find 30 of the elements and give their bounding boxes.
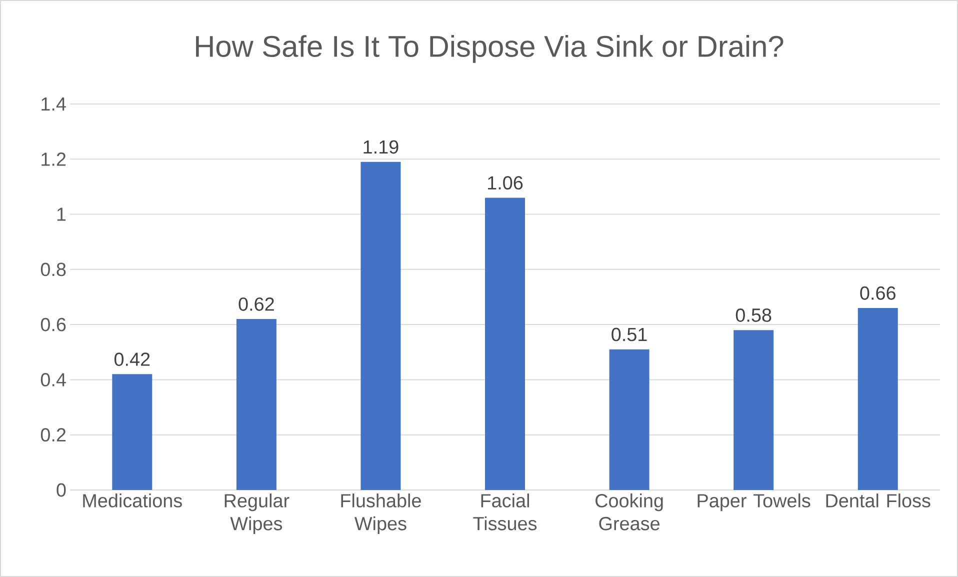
x-tick-label: Flushable Wipes [341, 494, 421, 534]
y-tick-label: 0.6 [40, 318, 66, 332]
x-tick-label: Paper Towels [698, 494, 810, 512]
bar [609, 349, 650, 490]
y-tick-label: 0.4 [40, 372, 66, 386]
y-tick-label: 1 [57, 208, 66, 221]
data-label: 0.62 [238, 297, 274, 311]
y-tick-label: 0 [56, 483, 66, 497]
data-label: 0.51 [612, 328, 647, 342]
data-label: 0.58 [736, 308, 772, 322]
y-tick-label: 1.2 [42, 152, 66, 166]
x-tick-label: Medications [83, 494, 182, 508]
x-tick-label: Cooking Grease [596, 494, 663, 530]
data-label: 0.42 [114, 352, 150, 366]
bar [858, 308, 898, 490]
bar [360, 162, 401, 490]
bar [734, 330, 774, 490]
data-label: 1.19 [364, 140, 398, 154]
x-tick-label: Dental Floss [826, 494, 930, 508]
bar [485, 198, 526, 490]
chart-title: How Safe Is It To Dispose Via Sink or Drain? [196, 35, 784, 63]
x-tick-label: Regular Wipes [224, 494, 290, 534]
bar [112, 374, 152, 490]
x-tick-label: Facial Tissues [473, 494, 537, 530]
y-tick-label: 1.4 [42, 97, 66, 110]
bar [236, 319, 276, 490]
data-label: 0.66 [860, 286, 896, 300]
y-tick-label: 0.2 [40, 428, 66, 442]
y-tick-label: 0.8 [40, 262, 66, 276]
data-label: 1.06 [488, 176, 523, 190]
